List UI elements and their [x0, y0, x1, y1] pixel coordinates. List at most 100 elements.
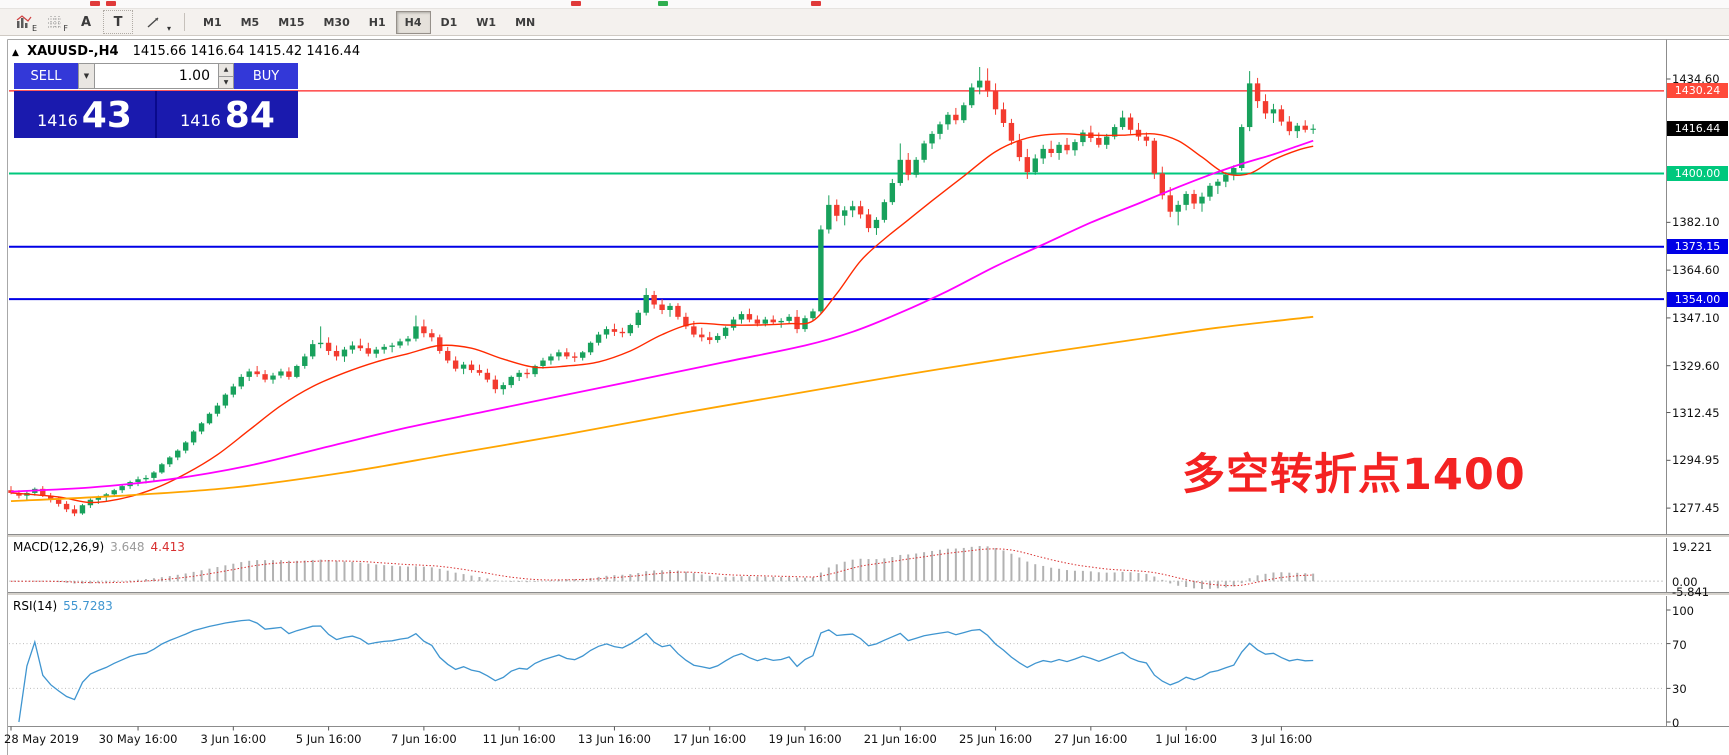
price-axis-label: 1277.45: [1672, 501, 1720, 516]
timeframe-button-M1[interactable]: M1: [203, 15, 222, 29]
clipped-icon: [811, 1, 821, 6]
time-axis-label: 5 Jun 16:00: [295, 732, 362, 746]
time-axis-label: 11 Jun 16:00: [482, 732, 556, 746]
price-level-badge: 1354.00: [1667, 291, 1728, 307]
toolbar-separator: [184, 13, 185, 31]
price-level-badge: 1430.24: [1667, 83, 1728, 99]
price-axis-label: 1382.10: [1672, 215, 1720, 230]
rsi-scale-label: 100: [1672, 604, 1694, 618]
time-scale[interactable]: 28 May 2019 30 May 16:00 3 Jun 16:00 5 Jun …: [0, 726, 1729, 755]
timeframe-button-M15[interactable]: M15: [278, 15, 305, 29]
rsi-scale-label: 70: [1672, 637, 1687, 652]
timeframe-button-M5[interactable]: M5: [240, 15, 260, 29]
clipped-toolbar-row: [0, 0, 1729, 9]
time-axis-label: 17 Jun 16:00: [673, 732, 747, 746]
ma-mid-line: [10, 139, 1314, 493]
volume-input[interactable]: 1.00: [95, 63, 218, 89]
time-axis-label: 13 Jun 16:00: [577, 732, 651, 746]
volume-dropdown-button[interactable]: ▼: [78, 63, 95, 89]
timeframe-button-W1[interactable]: W1: [476, 15, 497, 29]
macd-main-value: 3.648: [110, 540, 145, 554]
price-scale[interactable]: 1434.60 1382.10 1364.60 1347.10 1329.60 1312.…: [1667, 39, 1729, 730]
buy-price-main: 1416: [180, 111, 221, 130]
price-level-badge: 1400.00: [1667, 165, 1728, 181]
one-click-trading-panel: SELL ▼ 1.00 ▲ ▼ BUY 1416 43 1416 84: [14, 63, 298, 138]
time-axis-label: 7 Jun 16:00: [391, 732, 457, 746]
time-axis-label: 28 May 2019: [4, 732, 79, 746]
time-axis-label: 27 Jun 16:00: [1054, 732, 1128, 746]
rsi-name: RSI(14): [13, 599, 58, 613]
main-toolbar: E F A T ▾ M1 M5 M15 M30 H1 H4 D1 W1 MN: [0, 9, 1729, 36]
time-axis-label: 21 Jun 16:00: [863, 732, 937, 746]
volume-down-icon[interactable]: ▼: [218, 75, 234, 89]
indicators-icon[interactable]: E: [10, 11, 38, 33]
rsi-value: 55.7283: [63, 599, 113, 613]
chart-annotation-text: 多空转折点1400: [1182, 450, 1526, 500]
text-tool-glyph: A: [80, 14, 92, 30]
dropdown-caret-icon: ▾: [166, 24, 171, 33]
rsi-scale-label: 30: [1672, 682, 1687, 697]
price-axis-label: 1294.95: [1672, 453, 1720, 468]
timeframe-button-group: M1 M5 M15 M30 H1 H4 D1 W1 MN: [194, 10, 545, 34]
macd-scale-max: 19.221: [1672, 540, 1713, 554]
grid-glyph: [48, 15, 61, 28]
timeframe-button-H4[interactable]: H4: [395, 10, 431, 34]
clipped-icon: [571, 1, 581, 6]
buy-button[interactable]: BUY: [234, 63, 298, 89]
macd-indicator-label: MACD(12,26,9) 3.648 4.413: [13, 540, 185, 554]
indicators-sub-label: E: [31, 24, 37, 33]
macd-name: MACD(12,26,9): [13, 540, 105, 554]
price-level-badge: 1416.44: [1667, 121, 1728, 137]
sell-price-main: 1416: [37, 111, 78, 130]
price-axis-label: 1364.60: [1672, 263, 1720, 278]
grid-sub-label: F: [63, 24, 68, 33]
volume-stepper: ▲ ▼: [218, 63, 234, 89]
time-axis-label: 1 Jul 16:00: [1155, 732, 1217, 746]
rsi-scale-label: 0: [1672, 716, 1680, 730]
time-axis-label: 3 Jun 16:00: [200, 732, 267, 746]
ma-fast-line: [10, 132, 1314, 504]
textbox-tool-icon[interactable]: T: [103, 10, 133, 34]
macd-signal-value: 4.413: [150, 540, 185, 554]
sell-price-panel[interactable]: 1416 43: [14, 91, 155, 138]
timeframe-button-MN[interactable]: MN: [515, 15, 536, 29]
price-axis-label: 1329.60: [1672, 358, 1720, 373]
time-axis-label: 30 May 16:00: [98, 732, 178, 746]
price-axis-label: 1312.45: [1672, 405, 1720, 420]
shapes-tool-icon[interactable]: ▾: [136, 11, 172, 33]
time-axis-label: 3 Jul 16:00: [1250, 732, 1313, 746]
chart-bars-glyph: [16, 15, 32, 28]
clipped-icon: [658, 1, 668, 6]
chart-title: ▲ XAUUSD-,H4 1415.66 1416.64 1415.42 141…: [12, 44, 360, 59]
time-axis-label: 19 Jun 16:00: [768, 732, 842, 746]
ohlc-values: 1415.66 1416.64 1415.42 1416.44: [132, 44, 361, 59]
price-axis-label: 1347.10: [1672, 310, 1720, 325]
grid-icon[interactable]: F: [41, 11, 69, 33]
sell-button[interactable]: SELL: [14, 63, 78, 89]
text-tool-icon[interactable]: A: [72, 11, 100, 33]
volume-up-icon[interactable]: ▲: [218, 63, 234, 77]
price-level-badge: 1373.15: [1667, 239, 1728, 255]
trade-price-row: 1416 43 1416 84: [14, 91, 298, 138]
ma-slow-line: [10, 315, 1314, 502]
clipped-icon: [106, 1, 116, 6]
trendline-glyph: [147, 16, 159, 28]
textbox-tool-glyph: T: [113, 14, 123, 30]
trade-controls-row: SELL ▼ 1.00 ▲ ▼ BUY: [14, 63, 298, 89]
macd-scale-zero: 0.00: [1672, 575, 1698, 590]
buy-price-pips: 84: [224, 94, 275, 136]
buy-price-panel[interactable]: 1416 84: [157, 91, 298, 138]
timeframe-button-M30[interactable]: M30: [323, 15, 350, 29]
rsi-indicator-label: RSI(14) 55.7283: [13, 599, 113, 613]
collapse-one-click-icon[interactable]: ▲: [12, 48, 19, 58]
symbol-period-label: XAUUSD-,H4: [27, 44, 119, 59]
timeframe-button-H1[interactable]: H1: [368, 15, 386, 29]
time-axis-label: 25 Jun 16:00: [959, 732, 1033, 746]
timeframe-button-D1[interactable]: D1: [440, 15, 458, 29]
clipped-icon: [90, 1, 100, 6]
macd-scale-min: -5.841: [1672, 585, 1710, 599]
price-axis-label: 1434.60: [1672, 72, 1720, 86]
sell-price-pips: 43: [81, 94, 132, 136]
